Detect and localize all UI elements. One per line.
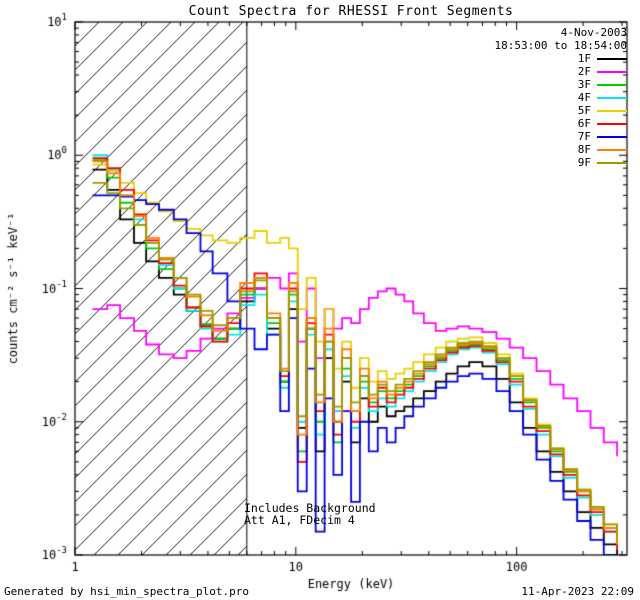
legend-item-2f: 2F <box>495 65 627 78</box>
legend-swatch-3f <box>597 83 627 86</box>
legend-swatch-1f <box>597 57 627 60</box>
legend-swatch-8f <box>597 148 627 151</box>
legend-label-7f: 7F <box>577 130 591 143</box>
legend-swatch-9f <box>597 161 627 164</box>
includes-background-note: Includes Background <box>244 501 376 515</box>
legend-item-4f: 4F <box>495 91 627 104</box>
legend-time-range: 18:53:00 to 18:54:00 <box>494 39 627 52</box>
legend-item-6f: 6F <box>495 117 627 130</box>
legend-label-6f: 6F <box>577 117 591 130</box>
legend-swatch-4f <box>597 96 627 99</box>
legend-label-4f: 4F <box>577 91 591 104</box>
legend: 4-Nov-2003 18:53:00 to 18:54:00 1F 2F 3F… <box>495 26 627 169</box>
legend-swatch-2f <box>597 70 627 73</box>
attenuator-decimation-note: Att A1, FDecim 4 <box>244 513 355 527</box>
legend-item-9f: 9F <box>495 156 627 169</box>
legend-swatch-5f <box>597 109 627 112</box>
legend-label-5f: 5F <box>577 104 591 117</box>
legend-swatch-6f <box>597 122 627 125</box>
legend-label-3f: 3F <box>577 78 591 91</box>
legend-date: 4-Nov-2003 <box>560 26 627 39</box>
legend-label-9f: 9F <box>577 156 591 169</box>
legend-item-7f: 7F <box>495 130 627 143</box>
legend-swatch-7f <box>597 135 627 138</box>
legend-item-3f: 3F <box>495 78 627 91</box>
legend-item-1f: 1F <box>495 52 627 65</box>
legend-label-2f: 2F <box>577 65 591 78</box>
chart-title: Count Spectra for RHESSI Front Segments <box>188 4 514 19</box>
legend-label-1f: 1F <box>577 52 591 65</box>
render-timestamp: 11-Apr-2023 22:09 <box>521 585 634 598</box>
legend-item-5f: 5F <box>495 104 627 117</box>
legend-item-8f: 8F <box>495 143 627 156</box>
generated-by-note: Generated by hsi_min_spectra_plot.pro <box>4 585 250 598</box>
legend-label-8f: 8F <box>577 143 591 156</box>
